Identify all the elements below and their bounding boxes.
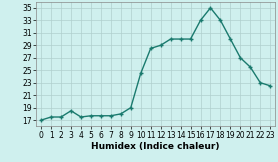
- X-axis label: Humidex (Indice chaleur): Humidex (Indice chaleur): [91, 142, 220, 151]
